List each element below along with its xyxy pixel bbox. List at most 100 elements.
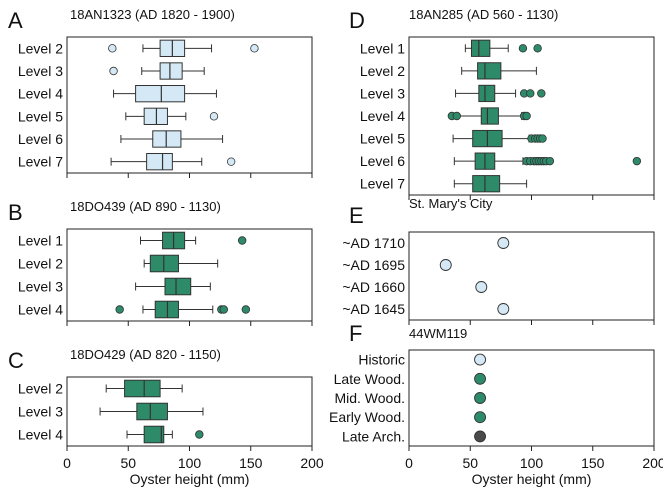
- panel-c: C 18DO429 (AD 820 - 1150) Level 2 Level 3 Le…: [8, 347, 324, 487]
- category-label: Level 1: [360, 40, 405, 56]
- category-label: ~AD 1660: [342, 279, 405, 295]
- box-3: [455, 84, 546, 103]
- outlier-point: [195, 430, 204, 439]
- category-label: Level 7: [360, 176, 405, 192]
- category-label: Level 6: [360, 153, 405, 169]
- x-tick-label: 150: [581, 455, 605, 471]
- box-3: [135, 277, 211, 296]
- x-tick-label: 0: [63, 455, 71, 471]
- category-label: Level 4: [18, 86, 63, 102]
- box-1: [108, 39, 259, 57]
- category-label: Level 4: [18, 427, 63, 443]
- outlier-point: [241, 305, 251, 314]
- x-tick-label: 200: [642, 455, 663, 471]
- box-2: [143, 254, 219, 273]
- box-4: [125, 107, 219, 125]
- plot-frame: [66, 228, 313, 322]
- box-iqr: [124, 379, 161, 398]
- data-point: [474, 411, 486, 424]
- x-tick-label: 200: [300, 455, 324, 471]
- category-label: Level 3: [18, 279, 63, 295]
- box-1: [464, 39, 542, 57]
- outlier-point: [533, 44, 542, 53]
- box-iqr: [164, 277, 192, 296]
- outlier-point: [452, 111, 461, 121]
- panel-title: 18AN1323 (AD 1820 - 1900): [70, 7, 235, 22]
- x-tick-label: 50: [462, 455, 478, 471]
- outlier-point: [522, 111, 531, 121]
- panel-letter: E: [349, 203, 364, 228]
- box-3: [126, 425, 204, 444]
- panel-title: 18AN285 (AD 560 - 1130): [409, 7, 558, 22]
- box-iqr: [154, 300, 179, 319]
- panel-title: St. Mary's City: [409, 196, 493, 211]
- data-point: [497, 303, 510, 315]
- box-6: [453, 152, 642, 170]
- outlier-point: [250, 44, 259, 53]
- outlier-point: [209, 112, 219, 121]
- data-point: [475, 281, 488, 293]
- x-axis-title: Oyster height (mm): [130, 471, 250, 487]
- category-label: Level 1: [18, 233, 63, 249]
- box-2: [109, 62, 205, 80]
- x-tick-label: 150: [239, 455, 263, 471]
- x-tick-label: 0: [405, 455, 413, 471]
- box-iqr: [143, 107, 168, 125]
- box-iqr: [159, 62, 183, 80]
- panel-a: A 18AN1323 (AD 1820 - 1900) Level 2 Level 3…: [8, 7, 313, 178]
- box-2: [99, 402, 204, 421]
- outlier-point: [219, 305, 228, 314]
- outlier-point: [518, 44, 528, 53]
- data-point: [474, 372, 486, 385]
- outlier-point: [109, 66, 118, 76]
- data-point: [439, 259, 452, 271]
- category-label: Level 6: [18, 131, 63, 147]
- category-label: Late Arch.: [342, 428, 405, 444]
- category-label: ~AD 1695: [342, 257, 405, 273]
- panel-title: 18DO439 (AD 890 - 1130): [70, 199, 221, 214]
- plot-frame: [408, 36, 655, 196]
- outlier-point: [632, 156, 642, 166]
- box-iqr: [480, 107, 499, 125]
- panel-title: 18DO429 (AD 820 - 1150): [70, 347, 221, 362]
- category-label: Late Wood.: [334, 371, 405, 387]
- category-label: Level 2: [18, 381, 63, 397]
- panel-letter: A: [8, 8, 23, 33]
- data-point: [474, 392, 486, 404]
- panel-b: B 18DO439 (AD 890 - 1130) Level 1 Level 2 Le…: [8, 199, 313, 326]
- outlier-point: [237, 236, 247, 245]
- panel-title: 44WM119: [409, 326, 467, 341]
- plot-frame: [408, 349, 655, 447]
- box-iqr: [136, 402, 168, 421]
- data-point: [474, 430, 486, 443]
- outlier-point: [545, 156, 555, 166]
- category-label: ~AD 1710: [342, 235, 405, 251]
- x-tick-label: 100: [178, 455, 202, 471]
- category-label: Historic: [358, 352, 405, 368]
- category-label: Mid. Wood.: [334, 390, 405, 406]
- box-iqr: [135, 85, 186, 103]
- outlier-point: [538, 134, 547, 143]
- box-3: [113, 85, 217, 103]
- box-iqr: [472, 175, 501, 193]
- category-label: Level 5: [18, 108, 63, 124]
- data-point: [497, 237, 510, 249]
- category-label: Level 3: [360, 85, 405, 101]
- box-4: [115, 300, 251, 319]
- box-2: [461, 62, 537, 80]
- x-axis-title: Oyster height (mm): [472, 471, 592, 487]
- panel-f: F 44WM119 Historic Late Wood. Mid. Wood. Earl…: [329, 321, 663, 487]
- box-4: [447, 107, 531, 125]
- box-iqr: [146, 153, 173, 171]
- box-iqr: [149, 254, 179, 273]
- category-label: Level 4: [360, 108, 405, 124]
- panel-e: E St. Mary's City ~AD 1710 ~AD 1695 ~AD 1660…: [342, 196, 655, 325]
- panel-letter: B: [8, 200, 23, 225]
- category-label: ~AD 1645: [342, 301, 405, 317]
- panel-d: D 18AN285 (AD 560 - 1130) Level 1 Level 2 Le…: [349, 7, 655, 200]
- box-iqr: [152, 130, 182, 148]
- outlier-point: [226, 157, 236, 166]
- category-label: Level 2: [360, 63, 405, 79]
- plot-frame: [66, 36, 313, 174]
